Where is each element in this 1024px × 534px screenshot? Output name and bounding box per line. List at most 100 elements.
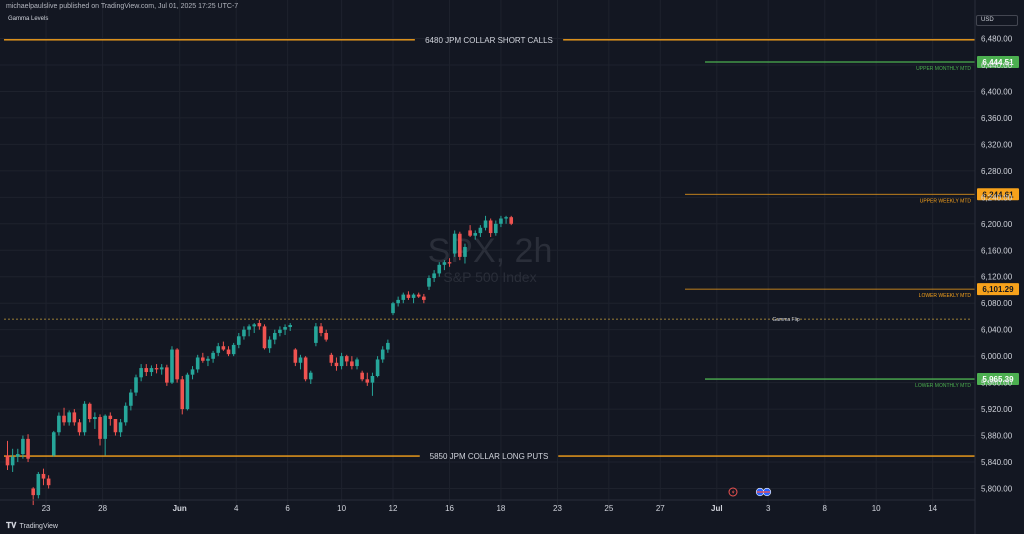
indicator-label[interactable]: Gamma Levels <box>8 16 49 22</box>
candle-body[interactable] <box>62 415 66 423</box>
candle-body[interactable] <box>67 412 71 423</box>
candle-body[interactable] <box>308 372 313 380</box>
candle-body[interactable] <box>314 326 318 343</box>
candle-body[interactable] <box>288 325 292 328</box>
candle-body[interactable] <box>283 327 287 330</box>
candle-body[interactable] <box>149 368 154 373</box>
candle-body[interactable] <box>190 369 195 375</box>
candle-body[interactable] <box>195 357 200 370</box>
candle-body[interactable] <box>175 349 179 380</box>
candle-body[interactable] <box>72 412 77 423</box>
candle-body[interactable] <box>98 417 102 439</box>
candle-body[interactable] <box>262 326 267 349</box>
candle-body[interactable] <box>324 332 328 340</box>
candle-body[interactable] <box>416 294 421 297</box>
candle-body[interactable] <box>118 422 123 433</box>
candle-body[interactable] <box>139 368 143 378</box>
candle-body[interactable] <box>185 374 190 410</box>
candle-body[interactable] <box>452 233 457 254</box>
candle-body[interactable] <box>360 372 364 380</box>
candle-body[interactable] <box>206 358 210 361</box>
candle-body[interactable] <box>170 349 174 383</box>
candle-body[interactable] <box>134 377 138 393</box>
candle-body[interactable] <box>442 262 447 265</box>
candle-body[interactable] <box>365 379 370 383</box>
candle-body[interactable] <box>411 294 416 298</box>
candle-body[interactable] <box>144 368 149 373</box>
candle-body[interactable] <box>422 296 426 300</box>
candle-body[interactable] <box>344 356 349 362</box>
candle-body[interactable] <box>41 473 46 479</box>
candle-body[interactable] <box>123 405 128 423</box>
candle-body[interactable] <box>447 262 452 264</box>
candle-body[interactable] <box>432 273 436 279</box>
candle-body[interactable] <box>463 246 467 257</box>
candle-body[interactable] <box>21 438 25 455</box>
candle-body[interactable] <box>252 324 257 327</box>
candle-body[interactable] <box>226 349 231 355</box>
candle-body[interactable] <box>334 362 339 367</box>
candle-body[interactable] <box>339 356 344 367</box>
candle-body[interactable] <box>380 349 385 360</box>
candle-body[interactable] <box>103 415 107 439</box>
candle-body[interactable] <box>494 223 498 234</box>
candle-body[interactable] <box>278 329 282 333</box>
currency-button[interactable]: USD <box>976 15 1018 26</box>
candle-body[interactable] <box>108 415 113 420</box>
candle-body[interactable] <box>303 357 308 380</box>
candle-body[interactable] <box>51 432 56 456</box>
candle-body[interactable] <box>509 217 514 224</box>
candle-body[interactable] <box>298 357 303 363</box>
candle-body[interactable] <box>242 329 246 337</box>
candle-body[interactable] <box>159 367 164 370</box>
candle-body[interactable] <box>10 456 15 466</box>
candle-body[interactable] <box>396 299 400 304</box>
candle-body[interactable] <box>406 294 411 298</box>
candle-body[interactable] <box>355 359 359 367</box>
candle-body[interactable] <box>267 339 272 349</box>
candle-body[interactable] <box>180 379 185 410</box>
candle-body[interactable] <box>15 454 20 457</box>
candle-body[interactable] <box>483 220 488 228</box>
candle-body[interactable] <box>504 217 508 219</box>
candle-body[interactable] <box>221 346 226 350</box>
candle-body[interactable] <box>129 392 133 406</box>
candle-body[interactable] <box>237 336 241 345</box>
candle-body[interactable] <box>77 422 82 433</box>
candle-body[interactable] <box>257 323 262 327</box>
candle-body[interactable] <box>499 218 503 224</box>
candle-body[interactable] <box>468 230 472 236</box>
candle-body[interactable] <box>386 342 390 350</box>
candle-body[interactable] <box>5 455 10 466</box>
candle-body[interactable] <box>458 233 462 257</box>
tradingview-logo[interactable]: 𝐓𝐕 TradingView <box>6 521 58 531</box>
candle-body[interactable] <box>201 357 205 361</box>
candle-body[interactable] <box>26 438 30 459</box>
candle-body[interactable] <box>231 344 236 355</box>
candle-body[interactable] <box>488 220 493 234</box>
candle-body[interactable] <box>154 368 159 370</box>
candle-body[interactable] <box>478 227 483 234</box>
candle-body[interactable] <box>293 349 298 363</box>
candle-body[interactable] <box>329 354 334 363</box>
candle-body[interactable] <box>375 359 380 376</box>
candle-body[interactable] <box>36 473 41 496</box>
candle-body[interactable] <box>216 346 221 353</box>
candle-body[interactable] <box>211 352 215 359</box>
candle-body[interactable] <box>370 376 375 383</box>
candle-body[interactable] <box>401 294 406 300</box>
candle-body[interactable] <box>247 326 251 330</box>
candle-body[interactable] <box>350 361 354 367</box>
candle-body[interactable] <box>272 332 277 340</box>
candle-body[interactable] <box>93 417 97 420</box>
candle-body[interactable] <box>57 415 61 433</box>
candle-body[interactable] <box>82 403 87 433</box>
candle-body[interactable] <box>319 326 323 333</box>
candle-body[interactable] <box>87 403 92 420</box>
candle-body[interactable] <box>165 367 169 383</box>
candle-body[interactable] <box>31 488 35 496</box>
candle-body[interactable] <box>427 278 431 287</box>
dividend-icon[interactable] <box>728 487 738 497</box>
candle-body[interactable] <box>391 303 395 314</box>
